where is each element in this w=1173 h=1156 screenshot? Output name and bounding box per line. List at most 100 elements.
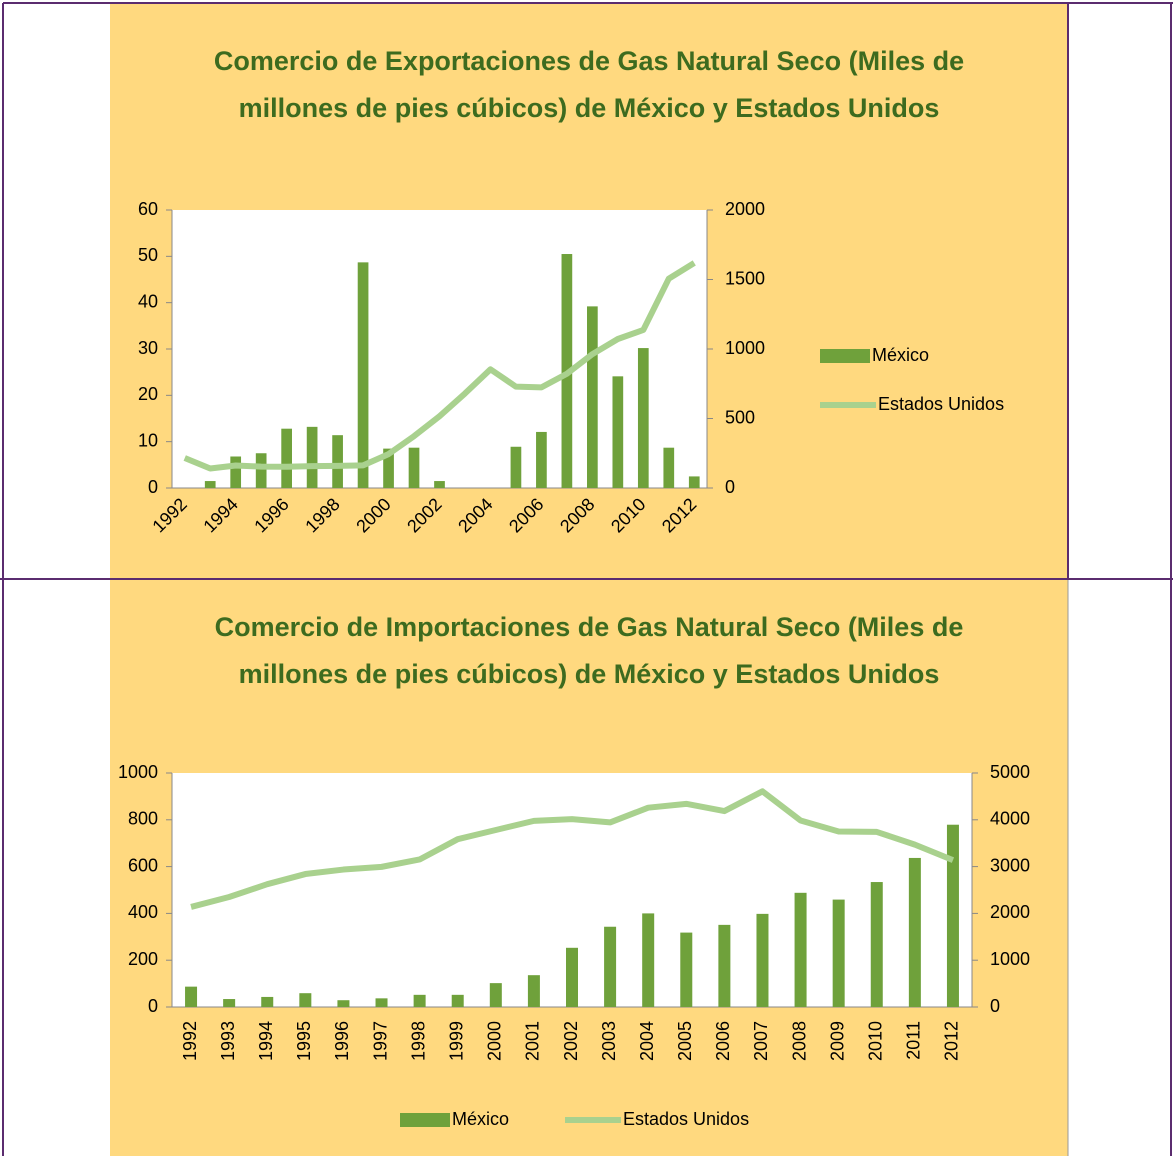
bar: [566, 947, 578, 1007]
bar: [604, 926, 617, 1007]
y2-tick-label: 0: [990, 996, 1000, 1016]
x-tick-label: 2006: [505, 494, 547, 536]
bar: [255, 453, 267, 488]
bar: [337, 1000, 350, 1007]
bar: [718, 924, 731, 1007]
x-tick-label: 2004: [637, 1021, 657, 1061]
bar: [527, 975, 540, 1007]
y-tick-label: 800: [128, 809, 158, 829]
bar: [332, 435, 343, 488]
legend-label: Estados Unidos: [623, 1109, 749, 1129]
x-tick-label: 2007: [751, 1021, 771, 1061]
y-tick-label: 1000: [118, 762, 158, 782]
bar: [642, 913, 655, 1007]
bar: [261, 996, 274, 1007]
x-tick-label: 2012: [942, 1021, 962, 1061]
x-tick-label: 2010: [607, 494, 649, 536]
bar: [536, 431, 547, 488]
bar: [832, 899, 845, 1007]
x-tick-label: 2004: [454, 494, 496, 536]
y2-tick-label: 4000: [990, 809, 1030, 829]
bar: [946, 824, 959, 1007]
bar: [870, 882, 883, 1007]
bar: [587, 306, 598, 488]
y2-tick-label: 1000: [725, 338, 765, 358]
x-tick-label: 2010: [866, 1021, 886, 1061]
bar: [408, 447, 420, 488]
y-tick-label: 400: [128, 902, 158, 922]
bar: [680, 932, 693, 1007]
bar: [357, 262, 369, 488]
x-tick-label: 1996: [332, 1021, 352, 1061]
y-tick-label: 40: [138, 291, 158, 311]
y-tick-label: 10: [138, 430, 158, 450]
y2-tick-label: 2000: [725, 199, 765, 219]
x-tick-label: 2012: [658, 494, 700, 536]
legend-label: Estados Unidos: [878, 394, 1004, 414]
bar: [185, 986, 198, 1007]
x-tick-label: 2005: [675, 1021, 695, 1061]
bar: [908, 857, 921, 1007]
y-tick-label: 50: [138, 245, 158, 265]
y-tick-label: 200: [128, 949, 158, 969]
y2-tick-label: 2000: [990, 902, 1030, 922]
bar: [794, 892, 807, 1007]
bar: [383, 448, 394, 488]
y-tick-label: 0: [148, 477, 158, 497]
bar: [451, 994, 464, 1007]
x-tick-label: 1992: [180, 1021, 200, 1061]
bar: [204, 481, 216, 488]
x-tick-label: 2008: [789, 1021, 809, 1061]
y2-tick-label: 5000: [990, 762, 1030, 782]
y2-tick-label: 1500: [725, 268, 765, 288]
bar: [489, 983, 502, 1007]
legend-swatch: [400, 1113, 450, 1127]
y-tick-label: 600: [128, 855, 158, 875]
x-tick-label: 1994: [256, 1021, 276, 1061]
bar: [688, 476, 700, 488]
bar: [230, 456, 242, 488]
line: [183, 260, 696, 472]
x-tick-label: 1998: [408, 1021, 428, 1061]
bar: [612, 376, 624, 488]
bar: [375, 998, 388, 1007]
bar: [223, 999, 236, 1007]
line: [190, 788, 955, 910]
legend-swatch: [820, 349, 870, 363]
x-tick-label: 1996: [250, 494, 292, 536]
bar: [756, 913, 769, 1007]
x-tick-label: 2002: [561, 1021, 581, 1061]
x-tick-label: 2011: [904, 1021, 924, 1060]
y2-tick-label: 0: [725, 477, 735, 497]
y-tick-label: 0: [148, 996, 158, 1016]
y2-tick-label: 1000: [990, 949, 1030, 969]
chart-title: Comercio de Importaciones de Gas Natural…: [214, 612, 964, 689]
x-tick-label: 2009: [827, 1021, 847, 1061]
x-tick-label: 2006: [713, 1021, 733, 1061]
x-tick-label: 1998: [301, 494, 343, 536]
x-tick-label: 1994: [199, 494, 241, 536]
x-tick-label: 2002: [403, 494, 445, 536]
bar: [434, 481, 445, 488]
x-tick-label: 2000: [352, 494, 394, 536]
bar: [413, 994, 426, 1007]
x-tick-label: 1995: [294, 1021, 314, 1061]
x-tick-label: 2001: [523, 1021, 543, 1061]
bar: [663, 447, 675, 488]
bar: [299, 993, 312, 1007]
legend-label: México: [452, 1109, 509, 1129]
x-tick-label: 2000: [485, 1021, 505, 1061]
plot-area: [172, 210, 707, 488]
y-tick-label: 60: [138, 199, 158, 219]
legend-label: México: [872, 345, 929, 365]
x-tick-label: 1993: [218, 1021, 238, 1061]
x-tick-label: 1992: [148, 494, 190, 536]
x-tick-label: 2003: [599, 1021, 619, 1061]
bar: [281, 428, 292, 488]
chart-title: Comercio de Exportaciones de Gas Natural…: [213, 46, 965, 123]
y2-tick-label: 500: [725, 407, 755, 427]
x-tick-label: 1997: [370, 1021, 390, 1061]
x-tick-label: 2008: [556, 494, 598, 536]
